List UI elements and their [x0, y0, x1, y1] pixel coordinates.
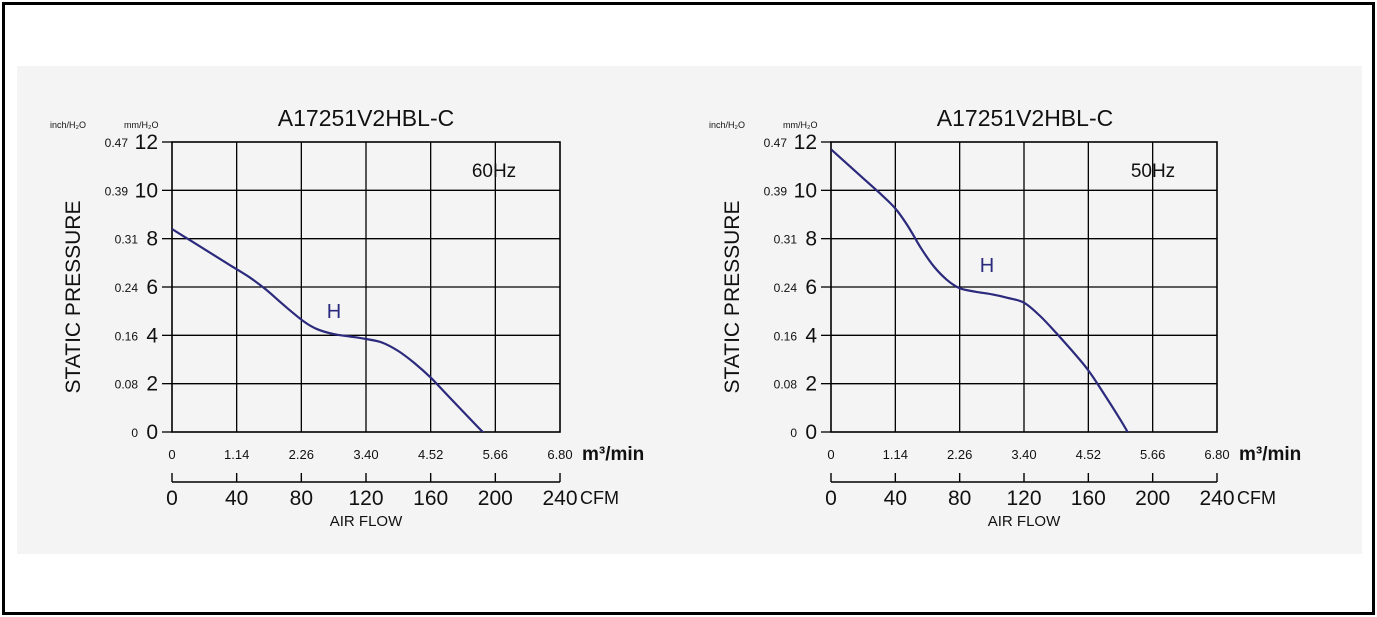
y-tick-label-inch: 0	[131, 426, 138, 440]
y-unit-mm: mm/H₂O	[124, 120, 159, 130]
y-tick-label-mm: 6	[146, 276, 158, 299]
x-unit-m3: m³/min	[582, 444, 644, 465]
y-tick-label-inch: 0.39	[764, 184, 788, 198]
chart-panel	[17, 66, 1362, 554]
chart-title: A17251V2HBL-C	[278, 105, 454, 131]
x-tick-label-m3: 3.40	[353, 447, 378, 462]
y-tick-label-inch: 0.16	[774, 329, 798, 343]
y-tick-label-inch: 0.47	[764, 136, 788, 150]
y-tick-label-mm: 12	[794, 131, 817, 154]
y-tick-label-mm: 12	[135, 131, 158, 154]
y-unit-inch: inch/H₂O	[709, 120, 745, 130]
y-tick-label-mm: 10	[794, 179, 817, 202]
x-tick-label-cfm: 0	[166, 487, 178, 510]
x-tick-label-m3: 3.40	[1011, 447, 1036, 462]
y-tick-label-inch: 0.39	[105, 184, 129, 198]
x-tick-label-cfm: 40	[884, 487, 907, 510]
y-tick-label-mm: 0	[146, 421, 158, 444]
x-tick-label-m3: 1.14	[224, 447, 249, 462]
y-tick-label-mm: 2	[146, 373, 158, 396]
y-tick-label-inch: 0.08	[774, 378, 798, 392]
y-tick-label-mm: 2	[805, 373, 817, 396]
y-tick-label-inch: 0.16	[115, 329, 139, 343]
x-tick-label-m3: 2.26	[947, 447, 972, 462]
x-axis-label: AIR FLOW	[330, 513, 403, 530]
x-unit-cfm: CFM	[580, 488, 619, 508]
x-tick-label-m3: 0	[827, 447, 834, 462]
y-tick-label-inch: 0.24	[774, 281, 798, 295]
x-tick-label-m3: 5.66	[483, 447, 508, 462]
y-unit-mm: mm/H₂O	[783, 120, 818, 130]
y-axis-label: STATIC PRESSURE	[62, 201, 85, 394]
chart-2: 120.47100.3980.3160.2440.1620.0800inch/H…	[709, 105, 1301, 530]
x-tick-label-cfm: 160	[413, 487, 448, 510]
x-tick-label-m3: 1.14	[883, 447, 908, 462]
x-tick-label-cfm: 120	[1006, 487, 1041, 510]
x-tick-label-cfm: 120	[348, 487, 383, 510]
x-tick-label-m3: 2.26	[289, 447, 314, 462]
y-tick-label-inch: 0.31	[115, 233, 139, 247]
y-tick-label-mm: 6	[805, 276, 817, 299]
x-tick-label-cfm: 240	[1199, 487, 1234, 510]
y-tick-label-mm: 10	[135, 179, 158, 202]
x-tick-label-cfm: 80	[290, 487, 313, 510]
x-tick-label-m3: 4.52	[1076, 447, 1101, 462]
x-tick-label-m3: 6.80	[547, 447, 572, 462]
chart-1: 120.47100.3980.3160.2440.1620.0800inch/H…	[50, 105, 644, 530]
x-tick-label-m3: 4.52	[418, 447, 443, 462]
y-tick-label-inch: 0.47	[105, 136, 129, 150]
series-line-H	[172, 228, 485, 432]
x-axis-label: AIR FLOW	[988, 513, 1061, 530]
x-tick-label-cfm: 40	[225, 487, 248, 510]
y-tick-label-mm: 0	[805, 421, 817, 444]
y-tick-label-inch: 0	[790, 426, 797, 440]
y-axis-label: STATIC PRESSURE	[721, 201, 744, 394]
x-tick-label-cfm: 80	[948, 487, 971, 510]
y-tick-label-inch: 0.24	[115, 281, 139, 295]
series-label: H	[327, 301, 341, 323]
y-unit-inch: inch/H₂O	[50, 120, 86, 130]
x-tick-label-cfm: 240	[542, 487, 577, 510]
y-tick-label-mm: 8	[146, 228, 158, 251]
x-tick-label-m3: 6.80	[1204, 447, 1229, 462]
frequency-label: 60Hz	[472, 161, 516, 182]
y-tick-label-mm: 4	[146, 324, 158, 347]
x-tick-label-cfm: 0	[825, 487, 837, 510]
x-tick-label-cfm: 160	[1071, 487, 1106, 510]
x-tick-label-cfm: 200	[478, 487, 513, 510]
frequency-label: 50Hz	[1131, 161, 1175, 182]
x-tick-label-m3: 5.66	[1140, 447, 1165, 462]
x-tick-label-cfm: 200	[1135, 487, 1170, 510]
y-tick-label-inch: 0.31	[774, 233, 798, 247]
y-tick-label-mm: 4	[805, 324, 817, 347]
series-line-H	[831, 148, 1129, 432]
x-unit-cfm: CFM	[1237, 488, 1276, 508]
chart-title: A17251V2HBL-C	[937, 105, 1113, 131]
x-tick-label-m3: 0	[168, 447, 175, 462]
y-tick-label-mm: 8	[805, 228, 817, 251]
y-tick-label-inch: 0.08	[115, 378, 139, 392]
x-unit-m3: m³/min	[1239, 444, 1301, 465]
series-label: H	[980, 255, 994, 277]
